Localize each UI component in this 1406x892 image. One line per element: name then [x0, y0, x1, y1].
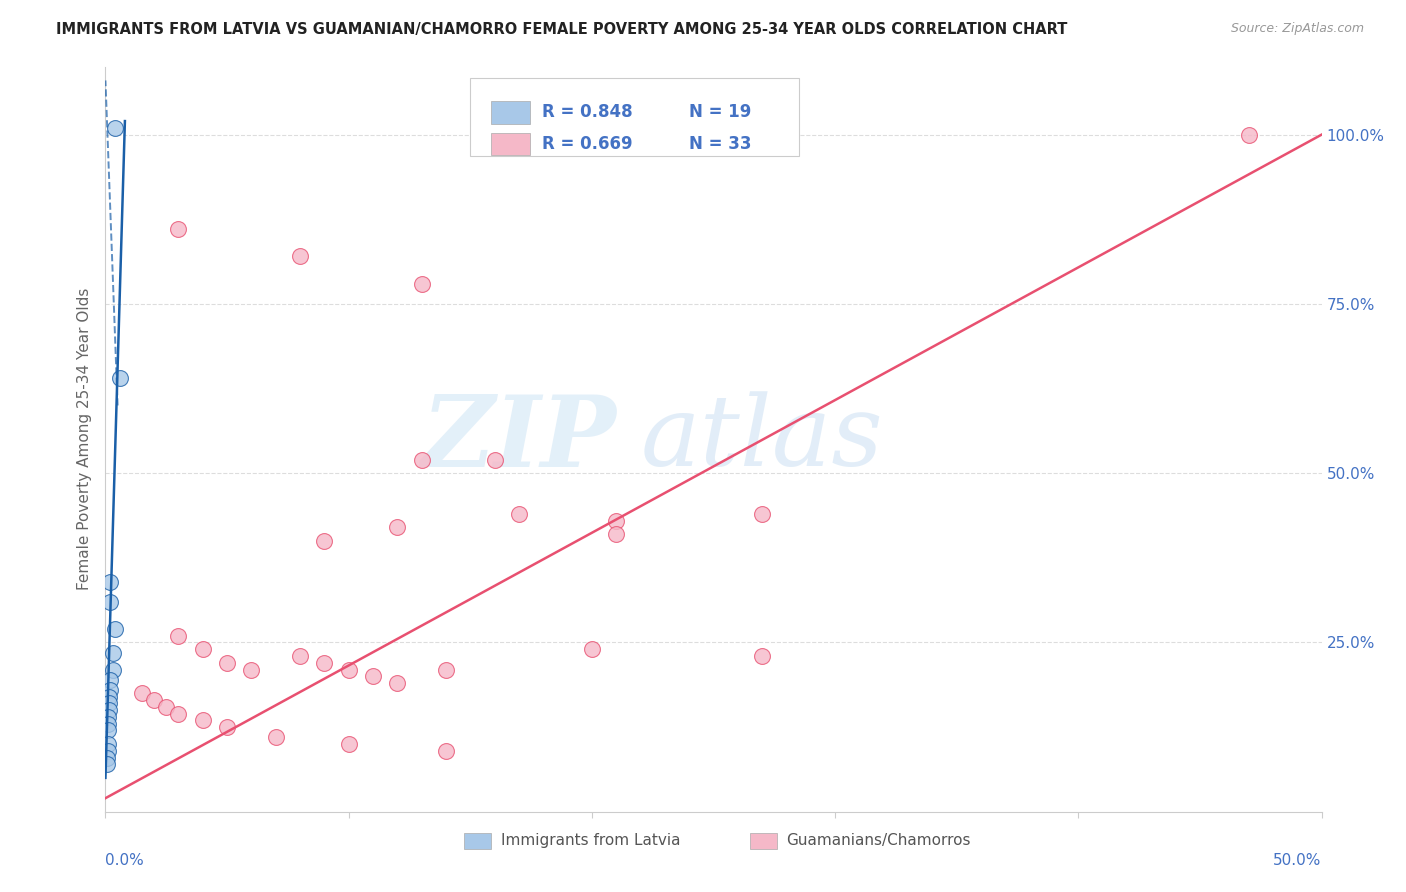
Point [191, 714, 214, 728]
Point [191, 642, 214, 657]
Point [581, 642, 603, 657]
Point [101, 663, 124, 677]
Text: Immigrants from Latvia: Immigrants from Latvia [501, 833, 681, 848]
Point [411, 277, 433, 291]
Point [97, 716, 120, 731]
Point [108, 371, 131, 385]
Point [605, 514, 627, 528]
Point [240, 663, 263, 677]
Text: N = 19: N = 19 [689, 103, 752, 121]
Point [104, 622, 127, 636]
FancyBboxPatch shape [464, 832, 491, 849]
FancyBboxPatch shape [470, 78, 799, 156]
Point [101, 646, 124, 660]
FancyBboxPatch shape [749, 832, 776, 849]
Point [508, 507, 530, 521]
Point [605, 527, 627, 541]
Point [98, 703, 121, 717]
Point [751, 648, 773, 663]
Point [143, 693, 166, 707]
Point [97, 710, 120, 724]
Point [264, 730, 287, 744]
Text: 50.0%: 50.0% [1274, 853, 1322, 868]
Text: R = 0.669: R = 0.669 [543, 136, 633, 153]
Point [98, 574, 121, 589]
Point [155, 699, 177, 714]
Point [288, 648, 311, 663]
Text: IMMIGRANTS FROM LATVIA VS GUAMANIAN/CHAMORRO FEMALE POVERTY AMONG 25-34 YEAR OLD: IMMIGRANTS FROM LATVIA VS GUAMANIAN/CHAM… [56, 22, 1067, 37]
FancyBboxPatch shape [491, 101, 530, 123]
Point [96, 750, 118, 764]
Point [104, 120, 127, 135]
Text: atlas: atlas [641, 392, 883, 487]
Point [167, 629, 190, 643]
Point [434, 744, 457, 758]
Point [217, 656, 239, 670]
Point [97, 737, 120, 751]
Point [484, 452, 506, 467]
Point [751, 507, 773, 521]
Point [434, 663, 457, 677]
Point [337, 737, 360, 751]
Point [98, 595, 121, 609]
Text: ZIP: ZIP [422, 391, 616, 488]
Point [1237, 128, 1260, 142]
Point [217, 720, 239, 734]
Y-axis label: Female Poverty Among 25-34 Year Olds: Female Poverty Among 25-34 Year Olds [76, 288, 91, 591]
Point [337, 663, 360, 677]
Point [314, 656, 336, 670]
Point [314, 533, 336, 548]
Point [97, 744, 120, 758]
Point [411, 452, 433, 467]
FancyBboxPatch shape [491, 133, 530, 155]
Point [387, 520, 409, 534]
Point [387, 676, 409, 690]
Text: 0.0%: 0.0% [105, 853, 145, 868]
Point [98, 697, 121, 711]
Point [98, 690, 121, 704]
Point [167, 222, 190, 236]
Point [131, 686, 153, 700]
Point [361, 669, 384, 683]
Point [98, 682, 121, 697]
Text: R = 0.848: R = 0.848 [543, 103, 633, 121]
Text: Guamanians/Chamorros: Guamanians/Chamorros [786, 833, 972, 848]
Point [96, 757, 118, 772]
Text: N = 33: N = 33 [689, 136, 752, 153]
Text: Source: ZipAtlas.com: Source: ZipAtlas.com [1230, 22, 1364, 36]
Point [167, 706, 190, 721]
Point [288, 250, 311, 264]
Point [97, 723, 120, 738]
Point [98, 673, 121, 687]
